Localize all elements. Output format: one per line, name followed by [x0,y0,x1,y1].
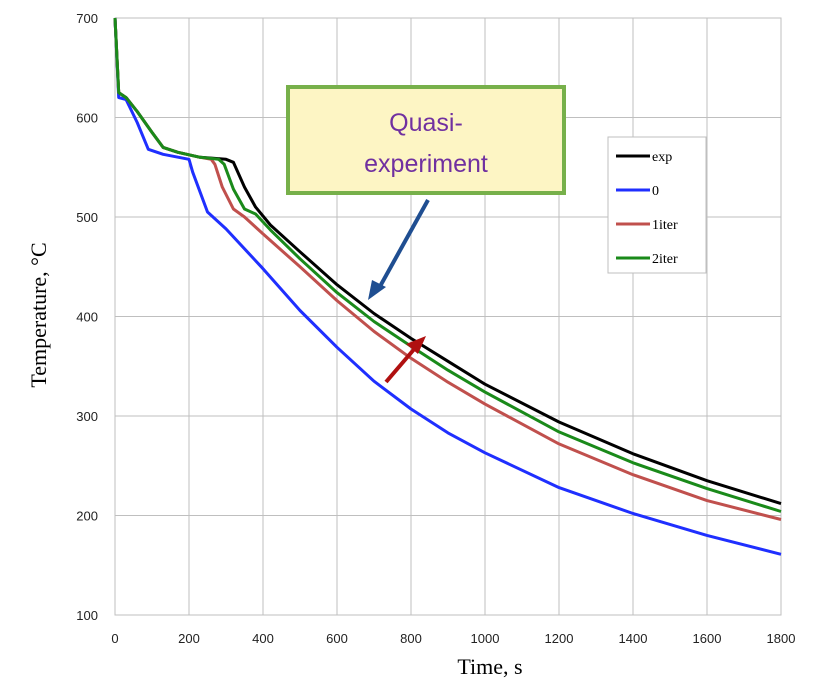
y-axis-title: Temperature, °C [26,242,51,387]
x-tick-label: 600 [326,631,348,646]
legend: exp 0 1iter 2iter [607,136,707,274]
x-tick-label: 1000 [471,631,500,646]
plot-area [114,17,782,616]
x-tick-label: 400 [252,631,274,646]
callout-line-1: Quasi- [389,109,463,137]
series-line-0 [113,17,782,556]
legend-label-0: 0 [652,184,659,199]
y-tick-label: 400 [76,310,98,325]
red-arrow [384,336,426,384]
x-tick-labels: 0 200 400 600 800 1000 1200 1400 1600 1800 [111,631,795,646]
y-tick-label: 100 [76,608,98,623]
legend-label-1iter: 1iter [652,218,678,233]
x-tick-label: 800 [400,631,422,646]
legend-label-2iter: 2iter [652,252,678,267]
x-tick-label: 200 [178,631,200,646]
blue-arrow [368,199,430,300]
series-line-2iter [113,17,782,513]
callout-line-2: experiment [364,150,488,178]
legend-label-exp: exp [652,150,672,165]
y-tick-label: 500 [76,210,98,225]
y-tick-label: 600 [76,111,98,126]
x-axis-title: Time, s [457,654,522,679]
y-tick-labels: 100 200 300 400 500 600 700 [76,11,98,623]
y-tick-label: 700 [76,11,98,26]
x-tick-label: 1600 [693,631,722,646]
x-tick-label: 1800 [767,631,796,646]
x-tick-label: 1400 [619,631,648,646]
y-tick-label: 200 [76,509,98,524]
legend-box [607,136,707,274]
y-tick-label: 300 [76,409,98,424]
callout: Quasi- experiment [286,85,566,195]
series-lines [113,17,782,556]
x-tick-label: 1200 [545,631,574,646]
x-tick-label: 0 [111,631,118,646]
callout-box [286,85,566,195]
